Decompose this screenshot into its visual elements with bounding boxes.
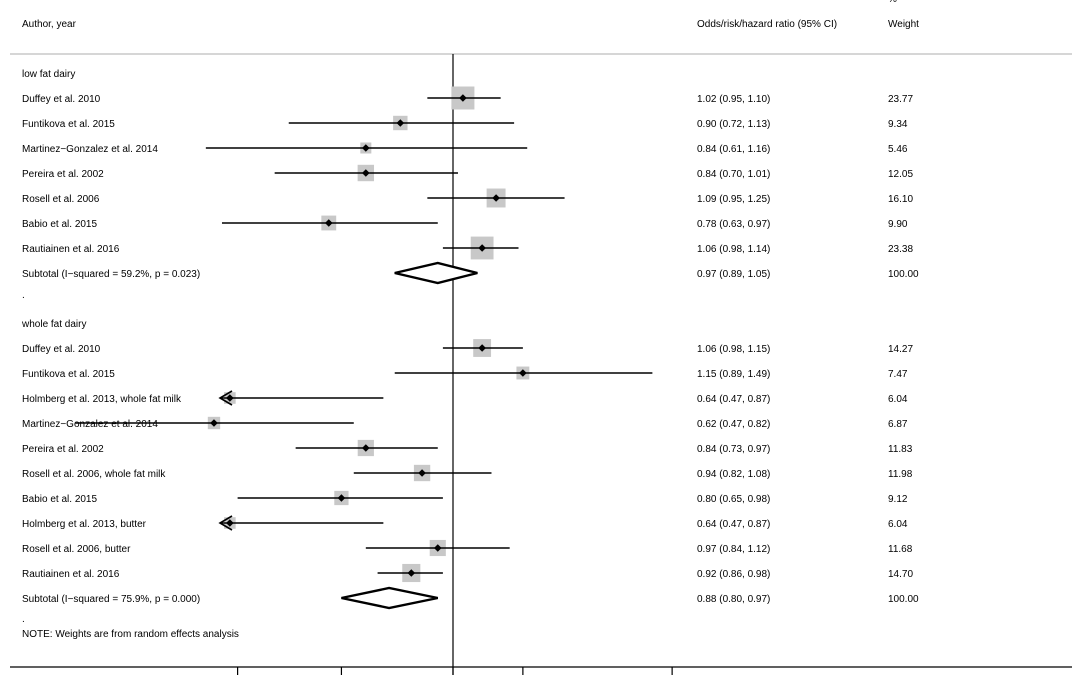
study-label: Duffey et al. 2010 <box>22 94 101 105</box>
point-estimate <box>210 419 218 427</box>
study-ci-value: 1.06 (0.98, 1.15) <box>697 344 770 355</box>
weight-header: Weight <box>888 19 919 30</box>
study-ci-value: 0.64 (0.47, 0.87) <box>697 519 770 530</box>
group-heading: whole fat dairy <box>21 319 86 330</box>
study-ci-value: 0.84 (0.73, 0.97) <box>697 444 770 455</box>
ratio-ci-header: Odds/risk/hazard ratio (95% CI) <box>697 19 837 30</box>
study-ci-value: 0.84 (0.61, 1.16) <box>697 144 770 155</box>
study-label: Holmberg et al. 2013, butter <box>22 519 147 530</box>
study-label: Babio et al. 2015 <box>22 219 97 230</box>
study-weight-value: 6.87 <box>888 419 908 430</box>
study-ci-value: 1.09 (0.95, 1.25) <box>697 194 770 205</box>
ci-truncation-arrow <box>218 390 233 406</box>
point-estimate <box>396 119 405 127</box>
study-ci-value: 0.78 (0.63, 0.97) <box>697 219 770 230</box>
footnote: NOTE: Weights are from random effects an… <box>22 629 239 640</box>
point-estimate <box>418 469 426 477</box>
study-ci-value: 0.90 (0.72, 1.13) <box>697 119 770 130</box>
study-ci-value: 1.06 (0.98, 1.14) <box>697 244 770 255</box>
study-weight-value: 14.27 <box>888 344 913 355</box>
subtotal-ci-value: 0.88 (0.80, 0.97) <box>697 594 770 605</box>
study-weight-value: 11.98 <box>888 469 913 480</box>
study-label: Rosell et al. 2006 <box>22 194 100 205</box>
study-ci-value: 0.62 (0.47, 0.82) <box>697 419 770 430</box>
point-estimate <box>362 144 370 152</box>
point-estimate <box>226 519 234 527</box>
subtotal-ci-value: 0.97 (0.89, 1.05) <box>697 269 770 280</box>
study-label: Martinez−Gonzalez et al. 2014 <box>22 144 158 155</box>
study-weight-value: 9.34 <box>888 119 908 130</box>
study-weight-value: 7.47 <box>888 369 908 380</box>
study-ci-value: 0.80 (0.65, 0.98) <box>697 494 770 505</box>
study-weight-value: 6.04 <box>888 519 908 530</box>
point-estimate <box>407 569 416 577</box>
study-weight-value: 12.05 <box>888 169 913 180</box>
study-label: Rosell et al. 2006, butter <box>22 544 131 555</box>
study-label: Pereira et al. 2002 <box>22 444 104 455</box>
note-separator-dot: . <box>22 614 25 625</box>
study-ci-value: 1.15 (0.89, 1.49) <box>697 369 770 380</box>
study-label: Duffey et al. 2010 <box>22 344 101 355</box>
study-ci-value: 0.64 (0.47, 0.87) <box>697 394 770 405</box>
study-ci-value: 0.92 (0.86, 0.98) <box>697 569 770 580</box>
author-year-header: Author, year <box>22 19 77 30</box>
point-estimate <box>337 494 346 502</box>
pooled-estimate-diamond <box>394 261 478 285</box>
study-label: Babio et al. 2015 <box>22 494 97 505</box>
study-weight-value: 6.04 <box>888 394 908 405</box>
point-estimate <box>519 369 527 377</box>
study-weight-value: 23.77 <box>888 94 913 105</box>
study-weight-value: 9.12 <box>888 494 908 505</box>
subtotal-label: Subtotal (I−squared = 59.2%, p = 0.023) <box>22 269 200 280</box>
study-weight-value: 16.10 <box>888 194 913 205</box>
point-estimate <box>362 169 370 177</box>
subtotal-label: Subtotal (I−squared = 75.9%, p = 0.000) <box>22 594 200 605</box>
study-ci-value: 0.97 (0.84, 1.12) <box>697 544 770 555</box>
study-label: Martinez−Gonzalez et al. 2014 <box>22 419 158 430</box>
group-separator-dot: . <box>22 290 25 301</box>
point-estimate <box>324 219 333 227</box>
subtotal-weight-value: 100.00 <box>888 594 919 605</box>
study-weight-value: 5.46 <box>888 144 908 155</box>
x-axis-ticks <box>237 667 673 675</box>
point-estimate <box>478 244 486 252</box>
study-weight-value: 11.68 <box>888 544 913 555</box>
ci-truncation-arrow <box>218 515 233 531</box>
subtotal-weight-value: 100.00 <box>888 269 919 280</box>
point-estimate <box>433 544 442 552</box>
study-weight-value: 11.83 <box>888 444 913 455</box>
study-label: Holmberg et al. 2013, whole fat milk <box>22 394 182 405</box>
point-estimate <box>492 194 500 202</box>
pooled-estimate-diamond <box>341 586 439 610</box>
study-label: Funtikova et al. 2015 <box>22 119 115 130</box>
study-weight-value: 14.70 <box>888 569 913 580</box>
study-label: Funtikova et al. 2015 <box>22 369 115 380</box>
study-label: Rautiainen et al. 2016 <box>22 569 120 580</box>
point-estimate <box>362 444 370 452</box>
study-label: Pereira et al. 2002 <box>22 169 104 180</box>
study-weight-value: 9.90 <box>888 219 908 230</box>
study-label: Rautiainen et al. 2016 <box>22 244 120 255</box>
study-ci-value: 1.02 (0.95, 1.10) <box>697 94 770 105</box>
weight-percent-label: % <box>888 0 897 5</box>
forest-rows: low fat dairy Duffey et al. 2010 1.02 (0.9… <box>21 69 919 610</box>
point-estimate <box>478 344 486 352</box>
point-estimate <box>459 94 467 102</box>
study-ci-value: 0.94 (0.82, 1.08) <box>697 469 770 480</box>
point-estimate <box>226 394 234 402</box>
study-label: Rosell et al. 2006, whole fat milk <box>22 469 166 480</box>
study-ci-value: 0.84 (0.70, 1.01) <box>697 169 770 180</box>
study-weight-value: 23.38 <box>888 244 913 255</box>
group-heading: low fat dairy <box>22 69 75 80</box>
